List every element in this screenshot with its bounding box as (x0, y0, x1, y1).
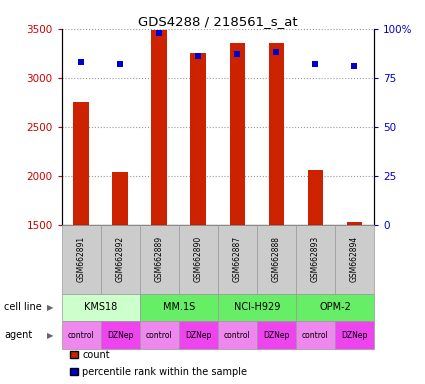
Bar (140, 225, 179, 294)
Text: NCI-H929: NCI-H929 (234, 302, 280, 312)
Bar (190, 53, 206, 372)
Text: KMS18: KMS18 (84, 302, 117, 312)
Point (273, 49, 280, 55)
Bar (140, 321, 179, 349)
Bar (62, 321, 101, 349)
Text: GSM662887: GSM662887 (233, 236, 242, 282)
Bar (62, 225, 101, 294)
Text: control: control (302, 331, 329, 339)
Text: control: control (146, 331, 173, 339)
Bar (218, 225, 257, 294)
Point (78, 59, 85, 65)
Text: count: count (82, 349, 110, 360)
Text: GSM662893: GSM662893 (311, 236, 320, 282)
Text: MM.1S: MM.1S (163, 302, 195, 312)
Text: GSM662892: GSM662892 (116, 236, 125, 282)
Text: control: control (68, 331, 94, 339)
Text: DZNep: DZNep (341, 331, 368, 339)
Bar (257, 225, 296, 294)
Bar (140, 294, 218, 321)
Bar (335, 321, 374, 349)
Bar (101, 225, 140, 294)
Title: GDS4288 / 218561_s_at: GDS4288 / 218561_s_at (138, 15, 298, 28)
Text: GSM662891: GSM662891 (76, 236, 86, 282)
Text: GSM662894: GSM662894 (350, 236, 359, 282)
Text: ▶: ▶ (47, 331, 53, 339)
Text: DZNep: DZNep (263, 331, 289, 339)
Point (312, 61, 319, 67)
Text: DZNep: DZNep (185, 331, 212, 339)
Bar (257, 321, 296, 349)
Bar (112, 172, 128, 372)
Bar (230, 43, 245, 372)
Point (156, 30, 163, 36)
Bar (308, 170, 323, 372)
Bar (296, 321, 335, 349)
Bar (335, 225, 374, 294)
Text: GSM662889: GSM662889 (155, 236, 164, 282)
Bar (179, 225, 218, 294)
Bar (179, 321, 218, 349)
Bar (218, 321, 257, 349)
Point (234, 51, 241, 57)
Bar (218, 294, 296, 321)
Text: ▶: ▶ (47, 303, 53, 312)
Bar (74, 102, 89, 372)
Point (351, 63, 358, 69)
Bar (151, 30, 167, 372)
Bar (296, 294, 374, 321)
Text: OPM-2: OPM-2 (319, 302, 351, 312)
Bar (62, 294, 140, 321)
Point (117, 61, 124, 67)
Text: DZNep: DZNep (107, 331, 133, 339)
Bar (101, 321, 140, 349)
Text: percentile rank within the sample: percentile rank within the sample (82, 367, 247, 377)
Text: GSM662888: GSM662888 (272, 236, 281, 282)
Point (195, 53, 202, 59)
Text: control: control (224, 331, 251, 339)
Text: GSM662890: GSM662890 (194, 236, 203, 282)
Text: cell line: cell line (4, 302, 42, 312)
Text: agent: agent (4, 330, 32, 340)
Bar (296, 225, 335, 294)
Bar (269, 43, 284, 372)
Bar (347, 222, 362, 372)
